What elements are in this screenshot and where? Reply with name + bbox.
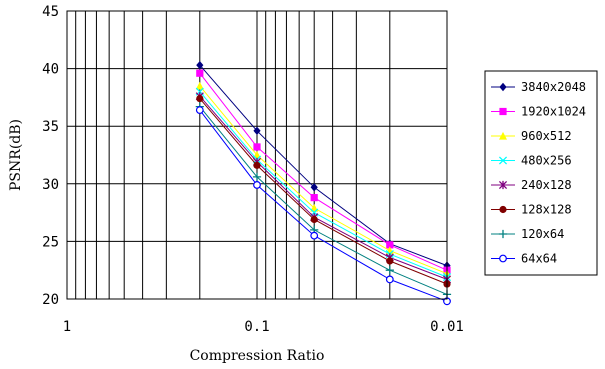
plot-area	[66, 10, 448, 300]
data-point	[253, 143, 261, 151]
data-point	[253, 126, 261, 136]
x-tick-label: 0.01	[430, 319, 464, 335]
series-line	[199, 64, 448, 267]
legend-label: 1920x1024	[521, 105, 586, 119]
data-point	[310, 231, 319, 240]
series-1920x1024	[196, 69, 451, 274]
data-point	[253, 161, 261, 169]
legend-item: 960x512	[491, 129, 572, 143]
data-point	[310, 183, 318, 192]
data-point	[385, 275, 394, 284]
legend-item: 240x128	[491, 178, 572, 192]
data-point	[252, 172, 262, 181]
y-tick-label: 20	[42, 292, 59, 308]
data-point	[195, 81, 204, 90]
series-3840x2048	[196, 60, 451, 270]
data-point	[385, 266, 394, 275]
legend-item: 128x128	[491, 203, 572, 217]
legend-label: 3840x2048	[521, 80, 586, 94]
legend-item: 120x64	[491, 227, 564, 241]
legend-marker	[498, 229, 508, 239]
series-960x512	[195, 81, 451, 278]
legend-item: 64x64	[491, 252, 557, 266]
series-120x64	[195, 102, 452, 299]
data-point	[310, 203, 319, 212]
data-point	[310, 194, 318, 202]
legend-label: 960x512	[521, 129, 572, 143]
data-point	[195, 106, 204, 114]
y-tick-label: 25	[42, 234, 59, 250]
legend-box	[484, 70, 598, 276]
data-point	[310, 215, 318, 224]
legend-label: 64x64	[521, 252, 557, 266]
x-tick-label: 0.1	[244, 319, 269, 335]
legend-marker	[499, 131, 507, 140]
legend-label: 480x256	[521, 154, 572, 168]
data-point	[196, 69, 204, 77]
legend-marker	[499, 82, 507, 92]
y-tick-label: 35	[42, 119, 59, 135]
legend-marker	[498, 180, 508, 190]
legend-marker	[499, 254, 507, 263]
y-axis-label: PSNR(dB)	[8, 119, 24, 191]
x-tick-label: 1	[63, 319, 71, 335]
series-layer	[195, 60, 452, 306]
tick-labels: 20 25 30 35 40 45 1 0.1 0.01	[42, 4, 464, 335]
y-tick-label: 40	[42, 62, 59, 78]
y-tick-label: 45	[42, 4, 59, 20]
series-128x128	[196, 94, 451, 288]
legend: 3840x2048 1920x1024 960x512 480x256 240x128 1…	[484, 70, 598, 276]
series-line	[199, 85, 448, 275]
series-64x64	[195, 106, 451, 306]
series-line	[199, 106, 448, 295]
data-point	[386, 257, 394, 265]
data-point	[386, 241, 394, 249]
legend-marker	[498, 156, 508, 165]
data-point	[253, 181, 261, 189]
data-point	[196, 94, 204, 103]
data-point	[196, 60, 204, 70]
legend-label: 120x64	[521, 227, 564, 241]
legend-marker	[499, 107, 507, 116]
x-axis-label: Compression Ratio	[190, 348, 325, 364]
legend-marker	[499, 205, 507, 214]
legend-label: 240x128	[521, 178, 572, 192]
legend-item: 1920x1024	[491, 105, 586, 119]
legend-label: 128x128	[521, 203, 572, 217]
legend-item: 480x256	[491, 154, 572, 168]
legend-item: 3840x2048	[491, 80, 586, 94]
series-line	[199, 91, 448, 278]
y-tick-label: 30	[42, 177, 59, 193]
